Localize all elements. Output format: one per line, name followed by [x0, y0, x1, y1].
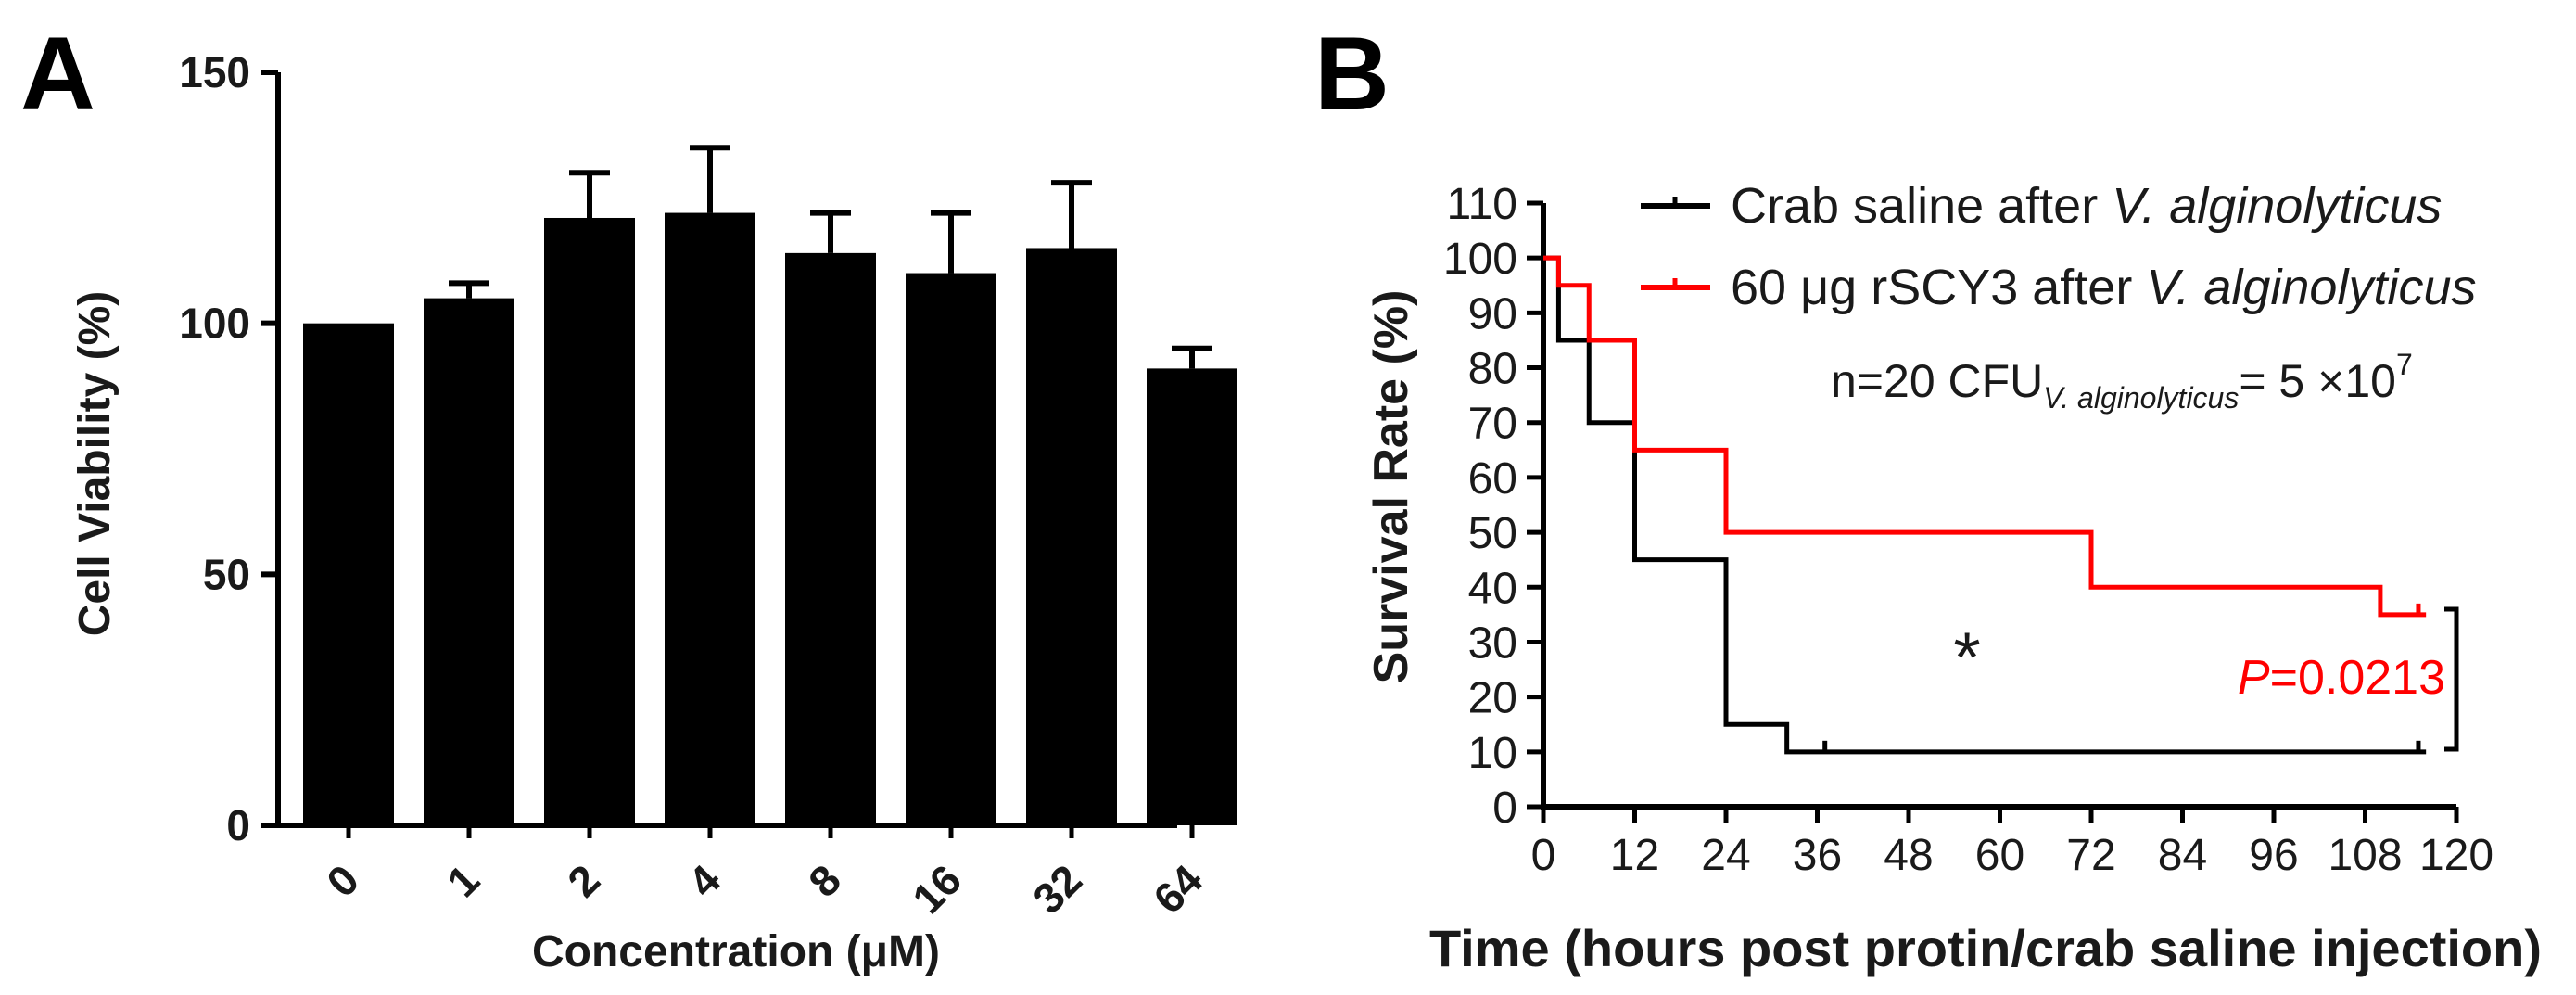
x-tick-label: 12 — [1610, 831, 1659, 880]
x-tick-label: 24 — [1701, 831, 1750, 880]
x-tick-label: 48 — [1884, 831, 1933, 880]
survival-curve-rscy3 — [1543, 255, 2427, 618]
x-tick-label: 0 — [1531, 831, 1556, 880]
y-tick-label: 100 — [1443, 235, 1517, 284]
y-tick-label: 100 — [179, 300, 250, 348]
y-tick-label: 80 — [1468, 345, 1517, 394]
x-tick-label: 0 — [317, 855, 368, 906]
y-tick-labels: 0 50 100 150 — [179, 48, 250, 849]
bar-64 — [1147, 368, 1237, 825]
y-tick-label: 30 — [1468, 619, 1517, 668]
legend: Crab saline after V. alginolyticus 60 μg… — [1641, 178, 2477, 315]
bar-8 — [785, 252, 876, 825]
y-tick-label: 60 — [1468, 454, 1517, 504]
x-tick-label: 36 — [1793, 831, 1842, 880]
panel-b-survival-chart: 0 10 20 30 40 50 60 70 80 90 100 110 0 12 24 36 48 60 72 8… — [1364, 178, 2542, 977]
p-value-annotation: P=0.0213 — [2238, 651, 2445, 705]
y-tick-label: 110 — [1446, 180, 1517, 229]
axes-group — [261, 70, 1195, 838]
x-tick-label: 32 — [1023, 855, 1091, 923]
bars-group — [303, 212, 1237, 826]
y-tick-label: 70 — [1468, 400, 1517, 449]
x-axis-label-a: Concentration (μM) — [532, 927, 940, 976]
survival-series-group — [1543, 255, 2427, 755]
x-tick-label: 16 — [903, 855, 971, 923]
bar-4 — [665, 212, 755, 825]
panel-label-a: A — [20, 16, 95, 132]
x-axis-label-b: Time (hours post protin/crab saline inje… — [1429, 919, 2542, 977]
bar-16 — [906, 273, 996, 825]
panel-a-bar-chart: 0 50 100 150 0 1 2 4 8 16 32 64 Cell Viability (%)… — [70, 48, 1237, 976]
panel-label-b: B — [1314, 16, 1390, 132]
y-tick-label: 20 — [1468, 674, 1517, 723]
significance-bracket — [2444, 606, 2459, 752]
legend-label-rscy3: 60 μg rSCY3 after V. alginolyticus — [1731, 260, 2477, 315]
y-tick-label: 0 — [226, 801, 250, 849]
x-tick-labels: 0 12 24 36 48 60 72 84 96 108 120 — [1531, 831, 2494, 880]
significance-star: * — [1953, 619, 1981, 697]
x-tick-label: 108 — [2328, 831, 2402, 880]
y-tick-label: 50 — [1468, 509, 1517, 558]
bar-32 — [1026, 248, 1117, 825]
y-axis-label-b: Survival Rate (%) — [1364, 290, 1418, 684]
x-tick-label: 8 — [799, 855, 850, 906]
x-tick-label: 4 — [679, 855, 730, 906]
y-tick-label: 150 — [179, 48, 250, 96]
y-tick-label: 90 — [1468, 289, 1517, 338]
x-tick-label: 84 — [2158, 831, 2207, 880]
legend-label-crab-saline: Crab saline after V. alginolyticus — [1731, 178, 2442, 234]
x-tick-label: 1 — [438, 855, 489, 906]
x-tick-label: 2 — [558, 855, 609, 906]
x-tick-label: 72 — [2066, 831, 2115, 880]
error-bars-group — [449, 145, 1212, 369]
survival-curve-crab-saline — [1543, 255, 2427, 755]
x-tick-labels: 0 1 2 4 8 16 32 64 — [317, 855, 1212, 923]
axes-group — [1527, 200, 2459, 823]
x-tick-label: 120 — [2419, 831, 2494, 880]
y-tick-label: 0 — [1492, 784, 1517, 833]
y-tick-label: 10 — [1468, 729, 1517, 778]
bar-2 — [544, 217, 635, 825]
bar-1 — [424, 298, 514, 826]
x-tick-label: 64 — [1144, 855, 1212, 923]
x-tick-label: 96 — [2249, 831, 2298, 880]
y-axis-label-a: Cell Viability (%) — [70, 291, 120, 637]
bar-0 — [303, 323, 394, 826]
sample-size-annotation: n=20 CFUV. alginolyticus= 5 ×107 — [1831, 348, 2413, 415]
y-tick-label: 50 — [203, 550, 250, 598]
x-tick-label: 60 — [1975, 831, 2024, 880]
y-tick-labels: 0 10 20 30 40 50 60 70 80 90 100 110 — [1443, 180, 1517, 833]
y-tick-label: 40 — [1468, 564, 1517, 613]
